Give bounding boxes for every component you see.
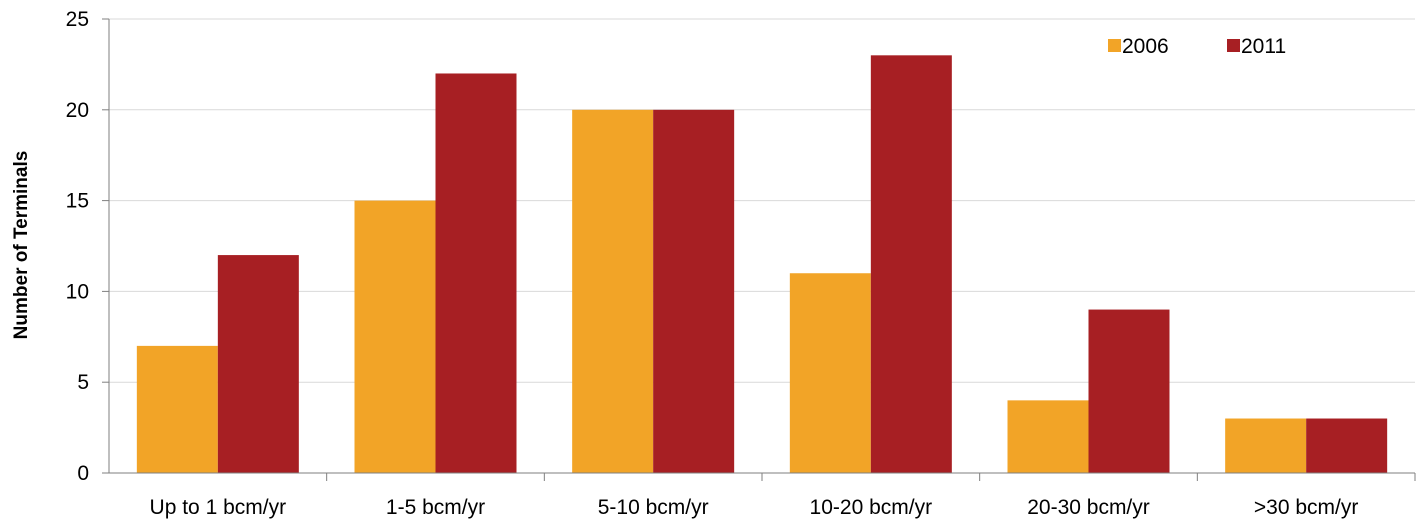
bar-2011-2 [653, 109, 735, 474]
legend-label-2011: 2011 [1241, 35, 1286, 58]
y-tick-label: 5 [77, 371, 89, 394]
y-axis-title: Number of Terminals [11, 151, 32, 340]
bars [136, 55, 1388, 474]
bar-2011-5 [1306, 418, 1388, 473]
x-category-label: 1-5 bcm/yr [386, 496, 485, 519]
y-tick-label: 15 [66, 190, 89, 213]
x-category-label: 10-20 bcm/yr [810, 496, 933, 519]
legend: 2006 2011 [1108, 35, 1286, 58]
y-tick-labels: 0 5 10 15 20 25 [66, 8, 109, 485]
x-category-label: >30 bcm/yr [1254, 496, 1358, 519]
bar-2011-4 [1088, 309, 1170, 473]
bar-2006-5 [1225, 418, 1307, 473]
legend-swatch-2011 [1227, 39, 1240, 52]
legend-label-2006: 2006 [1122, 35, 1169, 58]
bar-2006-1 [354, 200, 436, 473]
bar-2011-1 [435, 73, 517, 473]
bar-2011-0 [217, 255, 299, 473]
y-tick-label: 25 [66, 8, 89, 31]
axes [108, 19, 1415, 474]
y-tick-label: 0 [77, 462, 89, 485]
y-tick-label: 10 [66, 280, 89, 303]
x-category-label: 20-30 bcm/yr [1027, 496, 1150, 519]
bar-2011-3 [870, 55, 952, 473]
x-category-label: 5-10 bcm/yr [598, 496, 709, 519]
bar-2006-2 [572, 109, 654, 474]
x-category-label: Up to 1 bcm/yr [150, 496, 287, 519]
legend-swatch-2006 [1108, 39, 1121, 52]
y-tick-label: 20 [66, 99, 89, 122]
bar-2006-0 [136, 345, 218, 473]
bar-2006-4 [1007, 400, 1089, 473]
bar-2006-3 [789, 273, 871, 473]
gridlines [109, 18, 1415, 383]
x-category-labels: Up to 1 bcm/yr 1-5 bcm/yr 5-10 bcm/yr 10-20… [150, 473, 1416, 519]
